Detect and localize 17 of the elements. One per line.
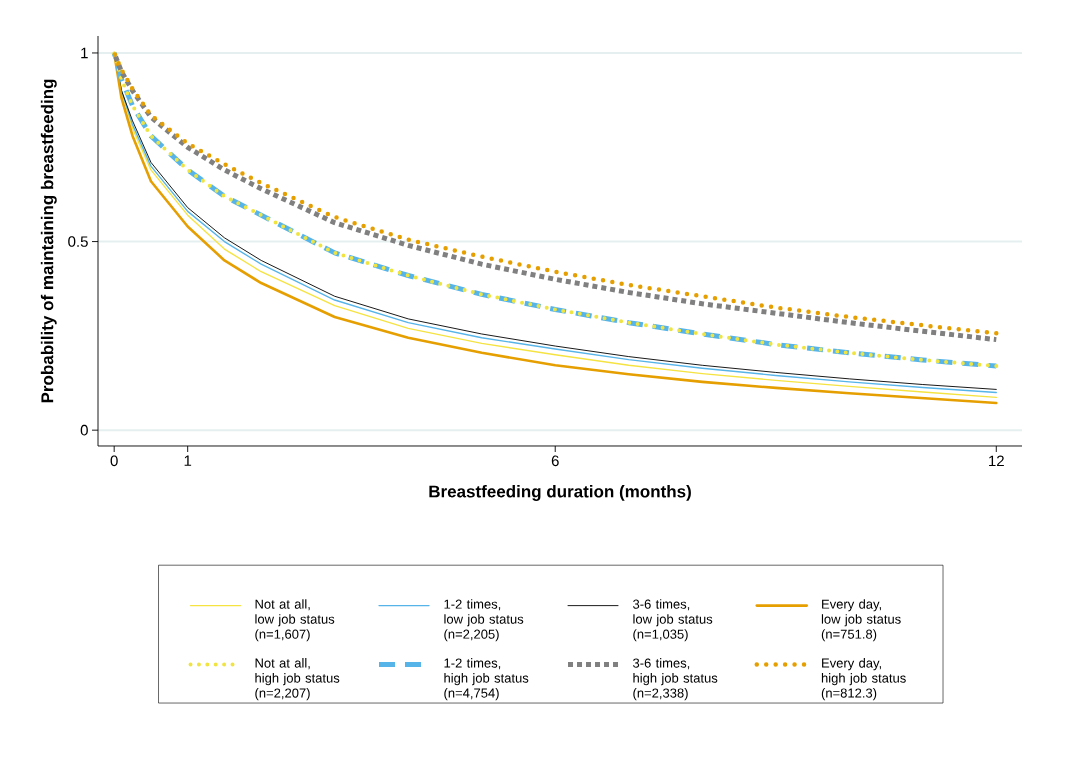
x-tick-label: 0 bbox=[110, 455, 118, 467]
legend-label: 3-6 times, high job status (n=2,338) bbox=[633, 658, 718, 701]
legend-label: Every day, high job status (n=812.3) bbox=[821, 658, 906, 701]
y-tick-label: 0 bbox=[80, 424, 88, 436]
legend-label: 1-2 times, low job status (n=2,205) bbox=[444, 599, 524, 642]
y-tick-label: 1 bbox=[81, 47, 88, 59]
x-tick-label: 12 bbox=[989, 455, 1004, 467]
x-tick-label: 1 bbox=[184, 455, 192, 466]
y-tick-label: 0.5 bbox=[68, 236, 88, 247]
legend-label: 1-2 times, high job status (n=4,754) bbox=[444, 658, 529, 701]
x-tick-label: 6 bbox=[551, 455, 559, 467]
x-axis-title: Breastfeeding duration (months) bbox=[429, 485, 691, 501]
legend-label: Every day, low job status (n=751.8) bbox=[821, 599, 901, 642]
y-axis-title: Probability of maintaining breastfeeding bbox=[40, 79, 57, 403]
legend-label: Not at all, low job status (n=1,607) bbox=[255, 599, 335, 642]
legend-label: 3-6 times, low job status (n=1,035) bbox=[633, 599, 713, 642]
legend-label: Not at all, high job status (n=2,207) bbox=[255, 658, 340, 701]
